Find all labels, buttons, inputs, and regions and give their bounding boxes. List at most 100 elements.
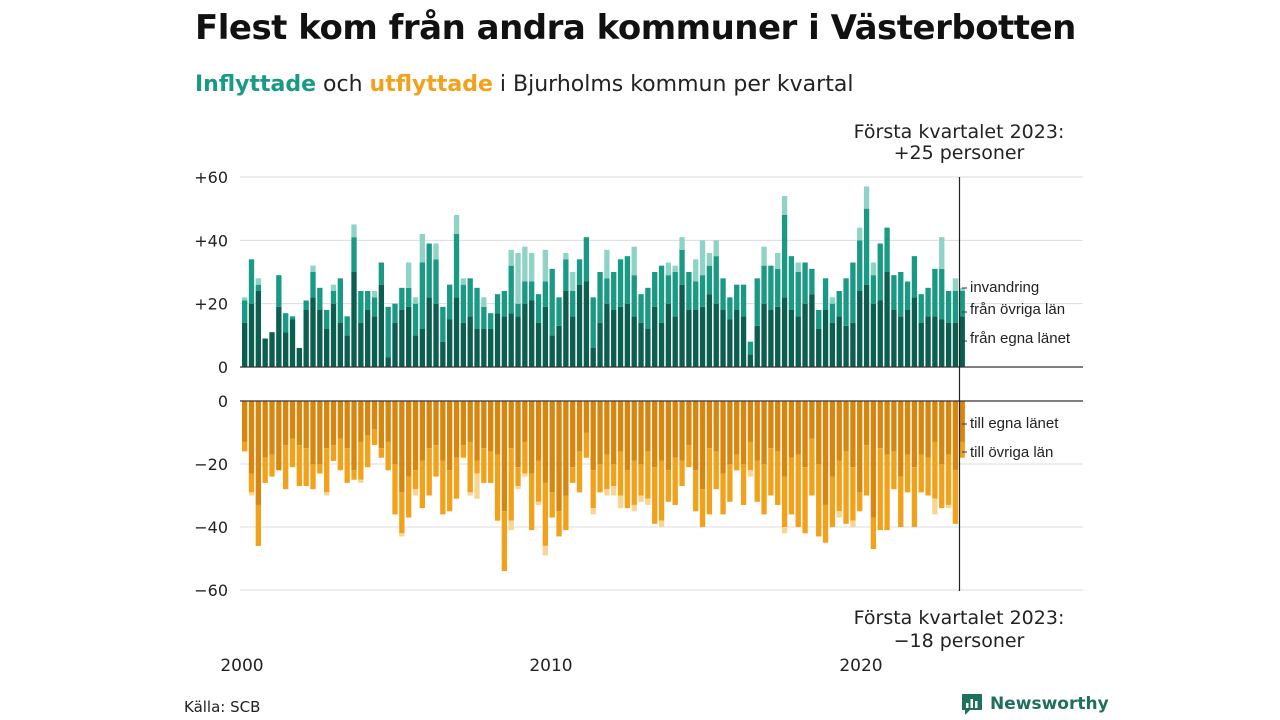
bar-in_other	[412, 303, 419, 336]
bar-in_own	[624, 303, 631, 367]
bar-out_own	[385, 401, 391, 442]
bar-in_immigration	[665, 262, 672, 276]
bar-out_emigration	[747, 470, 754, 477]
bar-out_other	[296, 445, 303, 487]
bar-in_own	[877, 300, 883, 367]
bar-out_other	[488, 451, 494, 483]
bar-out_emigration	[412, 489, 419, 496]
bar-out_other	[939, 464, 945, 509]
bar-out_emigration	[474, 473, 480, 499]
bar-in_immigration	[857, 227, 863, 241]
bar-in_own	[556, 325, 562, 367]
bar-out_own	[344, 401, 350, 449]
bar-in_own	[686, 310, 692, 367]
subtitle-utflyttade: utflyttade	[369, 72, 493, 97]
bar-out_other	[809, 438, 815, 496]
bar-out_own	[392, 401, 398, 464]
bar-out_own	[740, 401, 747, 464]
bar-out_own	[604, 401, 610, 455]
bar-in_immigration	[570, 272, 576, 291]
bar-in_other	[693, 281, 699, 310]
bar-out_own	[699, 401, 706, 490]
bar-out_other	[549, 492, 555, 518]
bar-in_own	[576, 284, 583, 367]
bar-in_own	[535, 322, 542, 367]
bar-out_own	[829, 401, 836, 477]
bar-in_immigration	[529, 253, 535, 282]
bar-in_other	[802, 262, 808, 304]
bar-in_immigration	[481, 297, 487, 307]
bar-out_other	[891, 451, 897, 490]
bar-out_other	[597, 464, 603, 493]
bar-in_other	[631, 275, 637, 317]
bar-out_own	[351, 401, 357, 471]
bar-out_own	[932, 401, 938, 442]
bar-out_emigration	[658, 520, 665, 527]
bar-out_other	[781, 476, 788, 527]
bar-in_other	[747, 341, 754, 355]
bar-in_own	[522, 303, 528, 367]
bar-in_other	[850, 262, 856, 323]
bar-in_other	[775, 268, 781, 307]
bar-in_own	[262, 338, 268, 367]
bar-out_emigration	[611, 486, 617, 496]
bar-in_own	[611, 310, 617, 367]
bar-in_other	[283, 313, 289, 333]
bar-out_other	[453, 457, 460, 499]
bar-in_other	[863, 208, 870, 285]
bar-in_own	[734, 310, 740, 367]
chart-title: Flest kom från andra kommuner i Västerbo…	[195, 8, 1076, 48]
bar-in_own	[863, 284, 870, 367]
bar-out_own	[713, 401, 719, 452]
bar-in_immigration	[330, 284, 337, 291]
bar-in_own	[768, 310, 774, 367]
bar-in_own	[932, 316, 938, 367]
bar-out_other	[645, 451, 651, 499]
bar-in_immigration	[453, 215, 460, 234]
bar-out_own	[255, 401, 261, 505]
bar-out_other	[556, 511, 562, 537]
bar-out_other	[638, 464, 644, 496]
bar-out_other	[843, 451, 849, 524]
bar-out_own	[440, 401, 446, 461]
subtitle-rest: i Bjurholms kommun per kvartal	[492, 72, 854, 97]
bar-out_own	[590, 401, 596, 471]
bar-in_other	[617, 259, 624, 307]
bar-in_immigration	[371, 291, 378, 298]
bar-out_own	[624, 401, 631, 471]
bar-out_own	[939, 401, 945, 464]
bar-in_other	[720, 278, 726, 310]
bar-in_own	[693, 310, 699, 367]
bar-in_other	[870, 275, 877, 304]
bar-out_own	[693, 401, 699, 471]
bar-out_own	[371, 401, 378, 430]
bar-out_own	[583, 401, 590, 433]
bar-in_own	[453, 297, 460, 367]
bar-in_other	[508, 265, 514, 314]
bar-in_own	[242, 322, 248, 367]
bar-in_other	[836, 291, 842, 317]
bar-in_other	[488, 313, 494, 329]
bar-out_other	[665, 470, 672, 502]
bar-out_own	[665, 401, 672, 471]
bar-in_own	[563, 291, 569, 367]
bar-in_other	[371, 297, 378, 317]
bar-out_other	[911, 467, 918, 527]
bar-in_own	[406, 306, 412, 367]
bar-in_own	[542, 306, 549, 367]
bar-out_own	[310, 401, 316, 464]
bar-out_other	[358, 441, 364, 480]
bar-in_own	[529, 300, 535, 367]
bar-out_own	[672, 401, 678, 458]
bar-out_other	[672, 457, 678, 505]
bar-in_other	[911, 256, 918, 298]
bar-in_own	[939, 319, 945, 367]
bar-in_own	[494, 313, 501, 367]
bar-in_own	[549, 335, 555, 367]
bar-in_other	[529, 281, 535, 301]
bar-out_other	[816, 464, 822, 537]
newsworthy-logo-icon	[962, 694, 982, 715]
bar-in_other	[365, 291, 371, 310]
bar-in_own	[822, 310, 829, 367]
bar-out_other	[952, 470, 959, 524]
